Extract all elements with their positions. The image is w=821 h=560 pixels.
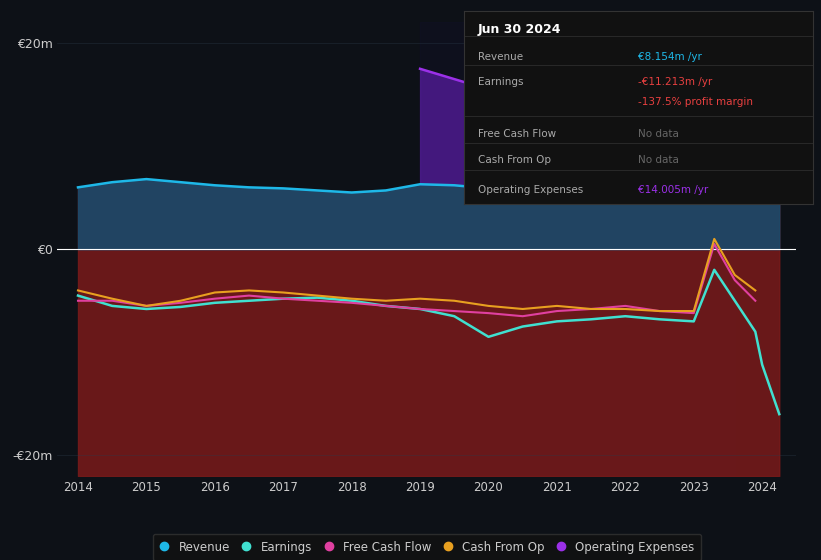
Bar (420, 22, 735, 476)
Text: €14.005m /yr: €14.005m /yr (639, 185, 709, 195)
Text: No data: No data (639, 155, 679, 165)
Text: Revenue: Revenue (478, 52, 523, 62)
Text: Earnings: Earnings (478, 77, 523, 87)
Text: €8.154m /yr: €8.154m /yr (639, 52, 702, 62)
Text: No data: No data (639, 129, 679, 139)
Text: Jun 30 2024: Jun 30 2024 (478, 23, 562, 36)
Text: -€11.213m /yr: -€11.213m /yr (639, 77, 713, 87)
Text: Operating Expenses: Operating Expenses (478, 185, 583, 195)
Text: Free Cash Flow: Free Cash Flow (478, 129, 556, 139)
Text: -137.5% profit margin: -137.5% profit margin (639, 97, 754, 107)
Legend: Revenue, Earnings, Free Cash Flow, Cash From Op, Operating Expenses: Revenue, Earnings, Free Cash Flow, Cash … (153, 534, 701, 560)
Text: Cash From Op: Cash From Op (478, 155, 551, 165)
